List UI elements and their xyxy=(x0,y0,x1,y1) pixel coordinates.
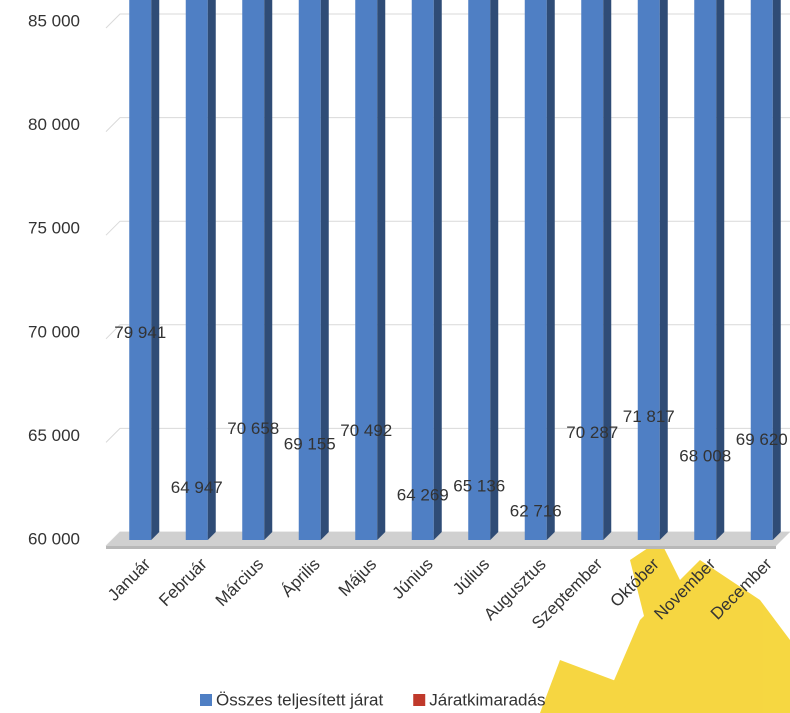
data-label: 68 008 xyxy=(679,447,731,466)
data-label: 69 620 xyxy=(736,430,788,449)
bar-front xyxy=(298,0,321,540)
bar-segment xyxy=(468,0,499,540)
bar-side xyxy=(264,0,273,540)
grid-line xyxy=(105,220,790,236)
grid-line xyxy=(105,427,790,443)
data-label: 64 947 xyxy=(171,478,223,497)
bar-front xyxy=(185,0,208,540)
bar-front xyxy=(355,0,378,540)
grid-line xyxy=(105,13,790,29)
bar-side xyxy=(716,0,725,540)
floor-front xyxy=(106,546,776,549)
grid-line xyxy=(105,324,790,340)
bar-segment xyxy=(411,0,442,540)
bar-segment xyxy=(298,0,329,540)
bar-segment xyxy=(750,0,781,540)
bar-side xyxy=(433,0,442,540)
x-tick-label: Május xyxy=(335,555,381,601)
x-tick-label: Január xyxy=(104,554,154,604)
bar-side xyxy=(207,0,216,540)
bar-side xyxy=(659,0,668,540)
bar-front xyxy=(750,0,773,540)
bar-side xyxy=(772,0,781,540)
x-tick-label: Április xyxy=(278,555,324,601)
bar-segment xyxy=(242,0,273,541)
bar-side xyxy=(377,0,386,540)
bar-segment xyxy=(524,0,555,540)
bar-side xyxy=(603,0,612,540)
grid-line xyxy=(105,117,790,132)
background-decoration xyxy=(540,540,790,713)
floor xyxy=(106,532,790,546)
y-tick-label: 85 000 xyxy=(28,11,80,30)
bar-front xyxy=(242,0,265,541)
bar-front xyxy=(129,0,152,540)
bar-segment xyxy=(185,0,216,540)
data-label: 70 492 xyxy=(340,421,392,440)
y-tick-label: 60 000 xyxy=(28,529,80,548)
bar-segment xyxy=(637,0,668,540)
x-tick-label: Július xyxy=(449,555,493,599)
bar-side xyxy=(490,0,499,540)
legend-label: Járatkimaradás xyxy=(429,690,545,709)
bar-front xyxy=(581,0,604,541)
bar-segment xyxy=(694,0,725,540)
bar-segment xyxy=(129,0,160,540)
bar-side xyxy=(546,0,555,540)
bar-front xyxy=(524,0,547,540)
legend-swatch xyxy=(200,694,212,706)
y-tick-label: 65 000 xyxy=(28,426,80,445)
bar-segment xyxy=(355,0,386,540)
bar-front xyxy=(694,0,717,540)
legend-swatch xyxy=(413,694,426,706)
data-label: 79 941 xyxy=(114,323,166,342)
bar-front xyxy=(637,0,660,540)
bar-front xyxy=(411,0,434,540)
x-tick-label: Február xyxy=(155,554,211,610)
data-label: 64 269 xyxy=(397,485,449,504)
y-tick-label: 70 000 xyxy=(28,322,80,341)
bar-front xyxy=(468,0,491,540)
data-label: 70 658 xyxy=(227,419,279,438)
bar-side xyxy=(151,0,160,540)
bar-segment xyxy=(581,0,612,541)
y-tick-label: 75 000 xyxy=(28,219,80,238)
data-label: 69 155 xyxy=(284,435,336,454)
y-tick-label: 80 000 xyxy=(28,115,80,134)
data-label: 65 136 xyxy=(453,476,505,495)
x-tick-label: Március xyxy=(212,555,268,611)
bar-side xyxy=(320,0,329,540)
x-tick-label: Június xyxy=(389,555,437,603)
data-label: 62 716 xyxy=(510,501,562,520)
legend-label: Összes teljesített járat xyxy=(216,690,384,709)
data-label: 70 287 xyxy=(566,423,618,442)
data-label: 71 817 xyxy=(623,407,675,426)
